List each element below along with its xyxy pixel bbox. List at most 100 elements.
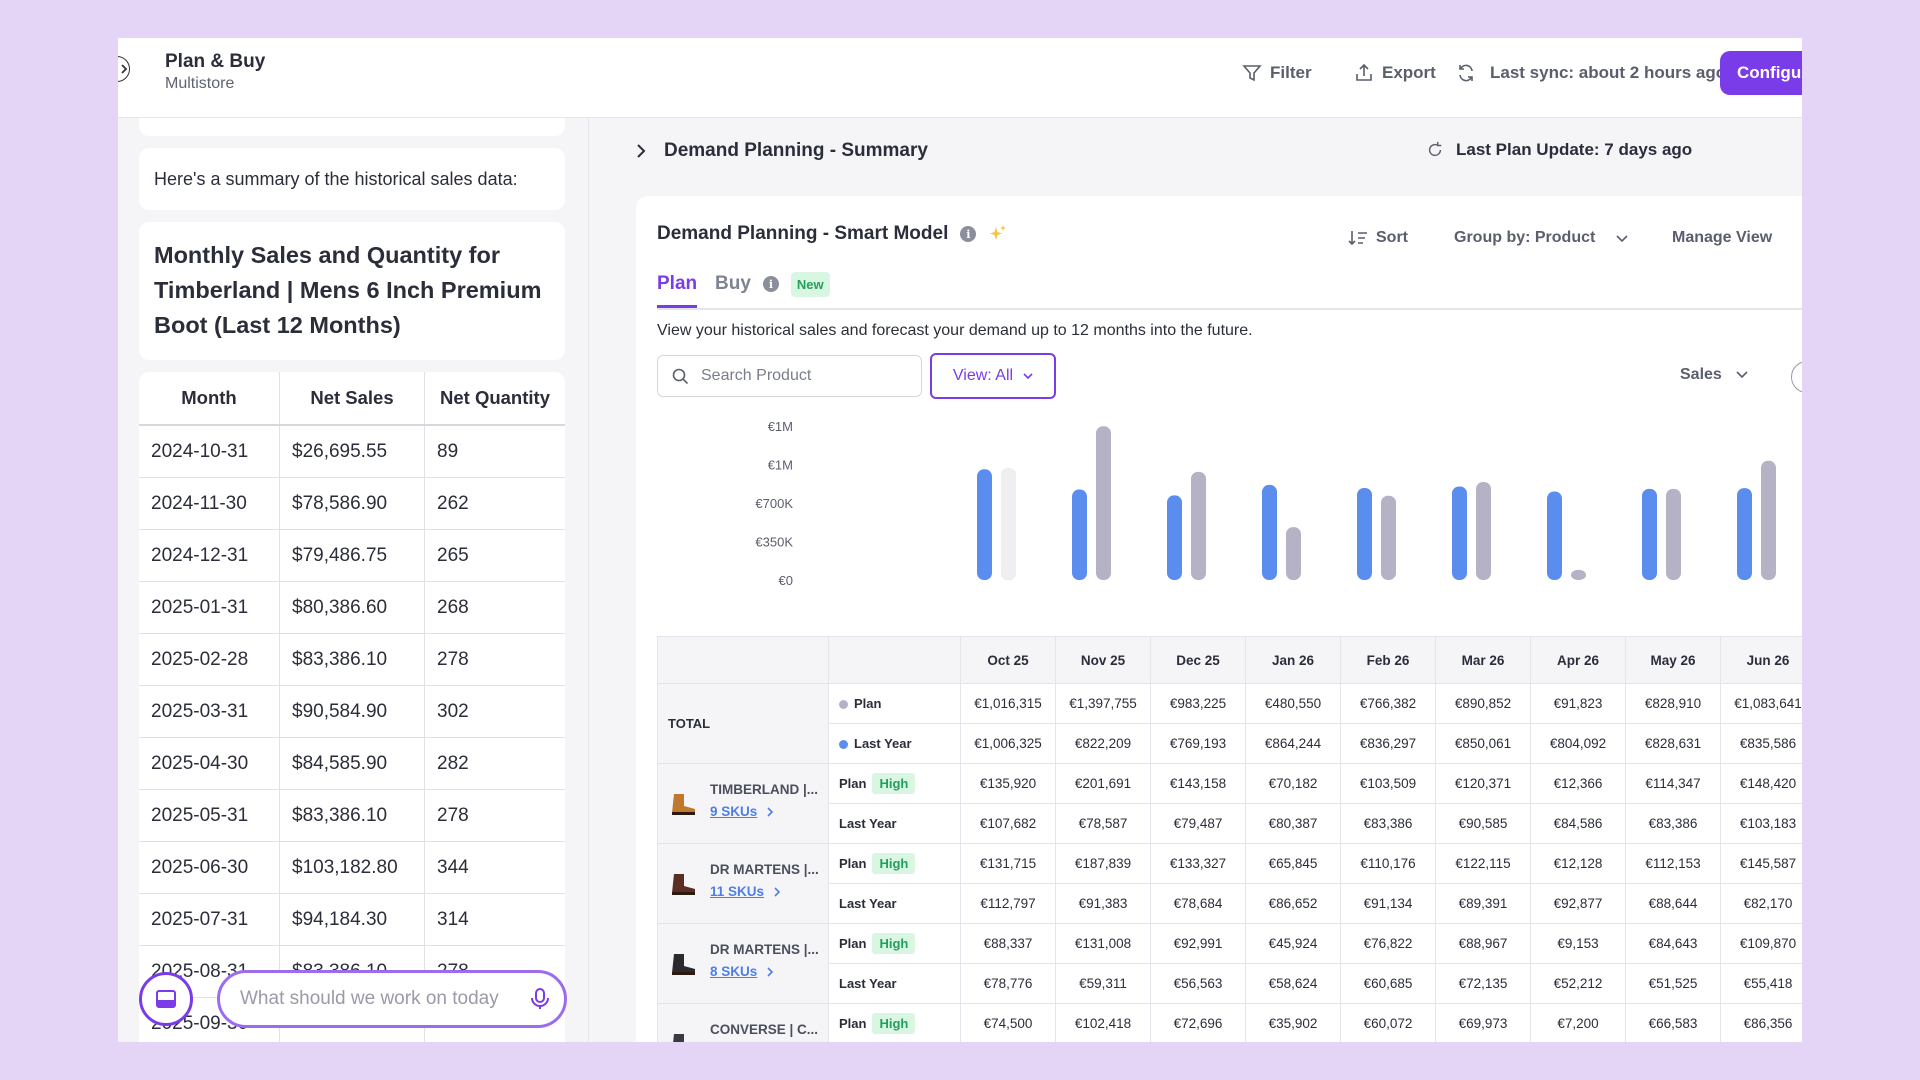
search-placeholder: Search Product <box>701 367 812 384</box>
plan-update-status[interactable]: Last Plan Update: 7 days ago <box>1426 140 1692 160</box>
total-plan-cell: €983,225 <box>1150 683 1246 724</box>
last-year-value-cell: €78,587 <box>1055 803 1151 844</box>
bar-plan[interactable] <box>1666 488 1681 580</box>
bar-last-year[interactable] <box>1167 495 1182 580</box>
tab-plan[interactable]: Plan <box>657 262 698 308</box>
demand-grid: Oct 25 Nov 25 Dec 25 Jan 26 Feb 26 Mar 26 Apr … <box>657 636 1802 1042</box>
last-year-value-cell: €58,624 <box>1245 963 1341 1004</box>
last-year-label-cell: Last Year <box>828 883 961 924</box>
plan-value-cell[interactable]: €86,356 <box>1720 1003 1802 1042</box>
plan-value-cell[interactable]: €88,967 <box>1435 923 1531 964</box>
filter-button[interactable]: Filter <box>1242 63 1312 83</box>
plan-value-cell[interactable]: €122,115 <box>1435 843 1531 884</box>
bar-plan[interactable] <box>1761 460 1776 580</box>
plan-value-cell[interactable]: €112,153 <box>1625 843 1721 884</box>
bar-plan[interactable] <box>1571 569 1586 580</box>
plan-value-cell[interactable]: €9,153 <box>1530 923 1626 964</box>
table-row: 2024-11-30 $78,586.90 262 <box>139 477 565 530</box>
manage-view-button[interactable]: Manage View <box>1672 229 1773 246</box>
bar-plan-current[interactable] <box>1001 468 1016 580</box>
bar-last-year[interactable] <box>1642 488 1657 580</box>
last-year-value-cell: €52,212 <box>1530 963 1626 1004</box>
plan-value-cell[interactable]: €92,991 <box>1150 923 1246 964</box>
bar-last-year[interactable] <box>1452 486 1467 580</box>
collapse-sidebar-button[interactable] <box>118 56 130 82</box>
product-sku-link[interactable]: 9 SKUs <box>710 804 774 819</box>
plan-value-cell[interactable]: €60,072 <box>1340 1003 1436 1042</box>
breadcrumb[interactable]: Demand Planning - Summary <box>634 140 928 162</box>
plan-value-cell[interactable]: €74,500 <box>960 1003 1056 1042</box>
bar-plan[interactable] <box>1286 527 1301 580</box>
bar-last-year[interactable] <box>1072 489 1087 580</box>
info-icon[interactable]: i <box>960 226 977 242</box>
plan-value-cell[interactable]: €69,973 <box>1435 1003 1531 1042</box>
plan-value-cell[interactable]: €103,509 <box>1340 763 1436 804</box>
product-cell[interactable]: CONVERSE | C... <box>657 1003 829 1042</box>
y-tick-label: €350K <box>755 535 793 550</box>
bar-last-year[interactable] <box>1737 488 1752 580</box>
plan-value-cell[interactable]: €88,337 <box>960 923 1056 964</box>
product-sku-link[interactable]: 8 SKUs <box>710 964 774 979</box>
last-year-value-cell: €91,134 <box>1340 883 1436 924</box>
plan-value-cell[interactable]: €84,643 <box>1625 923 1721 964</box>
microphone-icon[interactable] <box>528 987 552 1011</box>
total-plan-cell: €1,397,755 <box>1055 683 1151 724</box>
last-year-value-cell: €90,585 <box>1435 803 1531 844</box>
info-icon[interactable]: i <box>762 276 779 292</box>
bar-last-year[interactable] <box>1357 488 1372 580</box>
bar-last-year[interactable] <box>977 469 992 580</box>
plan-value-cell[interactable]: €12,128 <box>1530 843 1626 884</box>
plan-value-cell[interactable]: €109,870 <box>1720 923 1802 964</box>
product-cell[interactable]: DR MARTENS |... 11 SKUs <box>657 843 829 924</box>
net-sales-cell: $83,386.10 <box>279 789 425 842</box>
last-year-value-cell: €59,311 <box>1055 963 1151 1004</box>
plan-value-cell[interactable]: €135,920 <box>960 763 1056 804</box>
plan-value-cell[interactable]: €120,371 <box>1435 763 1531 804</box>
settings-circle-button[interactable] <box>1791 361 1802 393</box>
plan-value-cell[interactable]: €133,327 <box>1150 843 1246 884</box>
export-button[interactable]: Export <box>1354 63 1436 83</box>
net-quantity-cell: 282 <box>424 737 565 790</box>
plan-value-cell[interactable]: €72,696 <box>1150 1003 1246 1042</box>
plan-value-cell[interactable]: €148,420 <box>1720 763 1802 804</box>
plan-value-cell[interactable]: €76,822 <box>1340 923 1436 964</box>
bar-plan[interactable] <box>1191 471 1206 580</box>
sync-status[interactable]: Last sync: about 2 hours ago <box>1456 63 1726 83</box>
plan-value-cell[interactable]: €131,715 <box>960 843 1056 884</box>
plan-value-cell[interactable]: €131,008 <box>1055 923 1151 964</box>
last-year-dot-icon <box>839 740 848 750</box>
chat-input[interactable]: What should we work on today <box>217 970 567 1028</box>
bar-plan[interactable] <box>1096 426 1111 580</box>
panel-toggle-button[interactable] <box>139 972 193 1026</box>
net-sales-cell: $94,184.30 <box>279 893 425 946</box>
bar-last-year[interactable] <box>1547 491 1562 580</box>
plan-value-cell[interactable]: €65,845 <box>1245 843 1341 884</box>
view-dropdown[interactable]: View: All <box>930 353 1056 399</box>
demand-bar-chart: €0 €350K €700K €1M €1M <box>755 419 1776 586</box>
configure-button[interactable]: Configure <box>1720 51 1802 95</box>
bar-plan[interactable] <box>1381 495 1396 580</box>
tab-buy[interactable]: Buy i New <box>715 262 830 306</box>
plan-value-cell[interactable]: €114,347 <box>1625 763 1721 804</box>
plan-value-cell[interactable]: €12,366 <box>1530 763 1626 804</box>
product-cell[interactable]: TIMBERLAND |... 9 SKUs <box>657 763 829 844</box>
plan-value-cell[interactable]: €201,691 <box>1055 763 1151 804</box>
plan-value-cell[interactable]: €7,200 <box>1530 1003 1626 1042</box>
search-input[interactable]: Search Product <box>657 355 922 397</box>
sort-button[interactable]: Sort <box>1348 229 1408 247</box>
product-cell[interactable]: DR MARTENS |... 8 SKUs <box>657 923 829 1004</box>
bar-plan[interactable] <box>1476 482 1491 580</box>
plan-value-cell[interactable]: €35,902 <box>1245 1003 1341 1042</box>
plan-value-cell[interactable]: €110,176 <box>1340 843 1436 884</box>
group-by-dropdown[interactable]: Group by: Product <box>1454 229 1629 247</box>
plan-value-cell[interactable]: €187,839 <box>1055 843 1151 884</box>
plan-value-cell[interactable]: €45,924 <box>1245 923 1341 964</box>
plan-value-cell[interactable]: €102,418 <box>1055 1003 1151 1042</box>
plan-value-cell[interactable]: €66,583 <box>1625 1003 1721 1042</box>
metric-dropdown[interactable]: Sales <box>1680 366 1748 384</box>
product-sku-link[interactable]: 11 SKUs <box>710 884 781 899</box>
plan-value-cell[interactable]: €143,158 <box>1150 763 1246 804</box>
bar-last-year[interactable] <box>1262 484 1277 580</box>
plan-value-cell[interactable]: €145,587 <box>1720 843 1802 884</box>
plan-value-cell[interactable]: €70,182 <box>1245 763 1341 804</box>
